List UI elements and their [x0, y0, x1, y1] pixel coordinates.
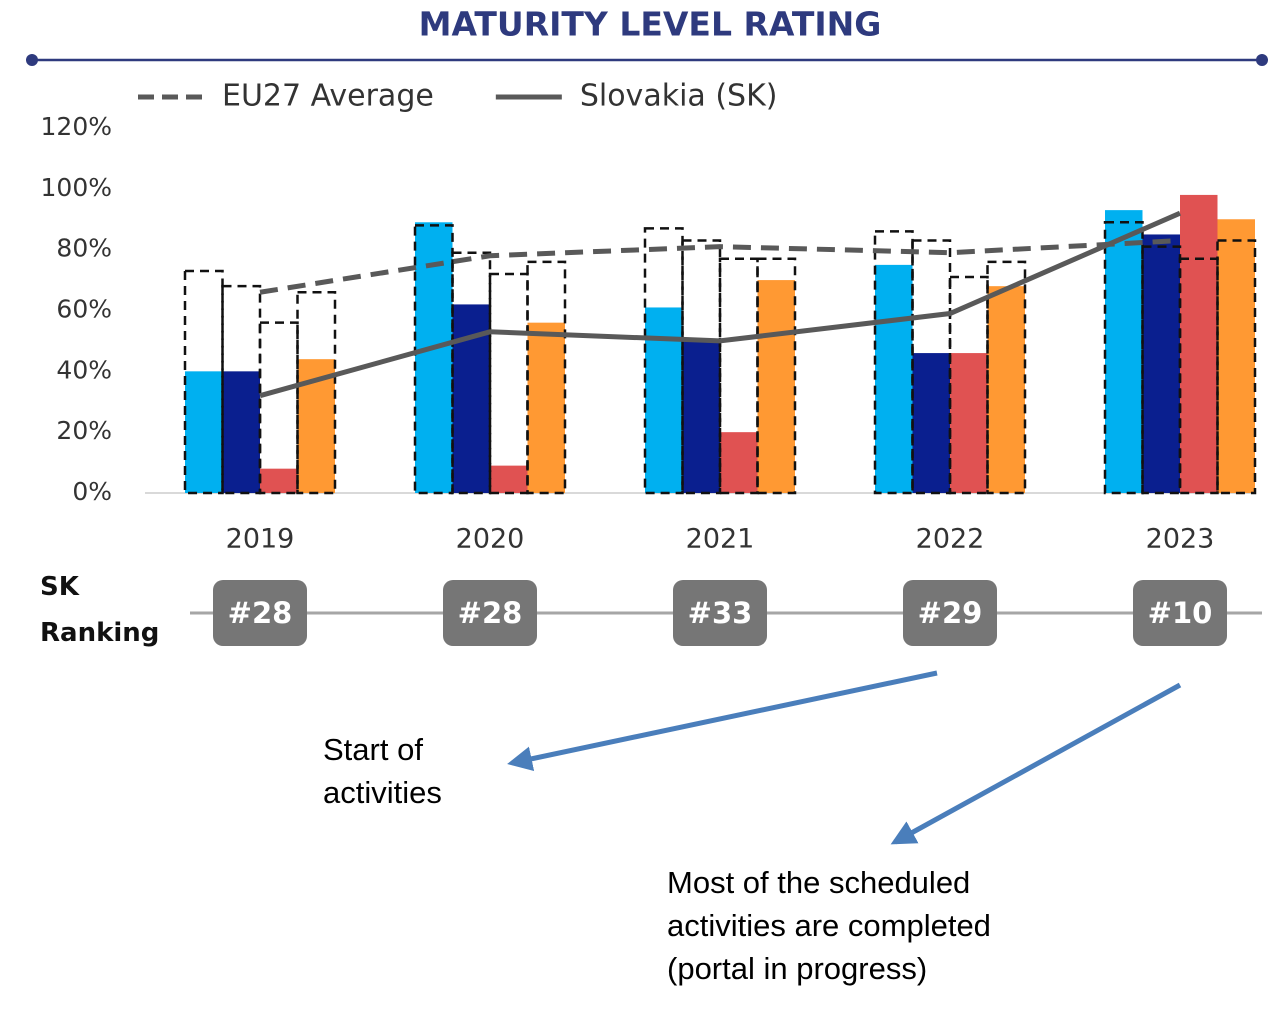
y-tick-label: 40% [56, 355, 112, 384]
y-tick-label: 0% [72, 477, 112, 506]
bar [950, 353, 988, 493]
bar [1217, 219, 1255, 493]
arrow [507, 670, 938, 772]
bar [875, 264, 913, 493]
x-tick-label: 2020 [456, 524, 525, 555]
outline-bar [911, 239, 952, 495]
bar [415, 222, 453, 493]
bar [720, 432, 758, 493]
ranking-value: #28 [458, 596, 523, 630]
ranking-box [1133, 580, 1227, 646]
bar [912, 353, 950, 493]
ranking-value: #29 [918, 596, 983, 630]
outline-bar [948, 275, 989, 495]
outline-bar [756, 257, 797, 495]
ranking-value: #33 [688, 596, 753, 630]
outline-bar [1216, 239, 1257, 495]
bar [987, 286, 1025, 493]
outline-bar [986, 260, 1027, 495]
ranking-label: SK Ranking [40, 572, 160, 648]
y-tick-label: 20% [56, 416, 112, 445]
arrow [890, 682, 1182, 845]
bar [1180, 194, 1218, 493]
outline-bar [413, 224, 454, 495]
rule-dot [26, 54, 38, 66]
outline-bar [488, 272, 529, 495]
x-tick-label: 2022 [916, 524, 985, 555]
bar [645, 307, 683, 493]
rule-dot [1256, 54, 1268, 66]
x-tick-label: 2019 [226, 524, 295, 555]
bar [682, 340, 720, 493]
bar [490, 465, 528, 493]
bar [1142, 234, 1180, 494]
annotation: Start of activities [323, 732, 442, 810]
annotation: Most of the scheduled activities are com… [667, 865, 991, 986]
y-tick-label: 120% [41, 112, 112, 141]
outline-bar [451, 251, 492, 495]
outline-bar [183, 269, 224, 495]
ranking-box [443, 580, 537, 646]
outline-bar [643, 227, 684, 495]
ranking-value: #10 [1148, 596, 1213, 630]
y-tick-label: 100% [41, 173, 112, 202]
outline-bar [526, 260, 567, 495]
ranking-box [673, 580, 767, 646]
outline-bar [681, 239, 722, 495]
legend-label: EU27 Average [222, 79, 434, 114]
line [259, 238, 1181, 295]
x-tick-label: 2021 [686, 524, 755, 555]
y-tick-label: 60% [56, 295, 112, 324]
bar [260, 468, 298, 493]
bar [757, 280, 795, 493]
bar [527, 322, 565, 493]
outline-bar [1178, 257, 1219, 495]
outline-bar [1141, 245, 1182, 495]
bar [222, 371, 260, 493]
x-tick-label: 2023 [1146, 524, 1215, 555]
ranking-box [213, 580, 307, 646]
legend-label: Slovakia (SK) [580, 79, 778, 114]
bar [185, 371, 223, 493]
chart-title: MATURITY LEVEL RATING [419, 5, 882, 44]
outline-bar [258, 321, 299, 495]
ranking-box [903, 580, 997, 646]
bar [1105, 210, 1143, 493]
outline-bar [296, 291, 337, 495]
y-tick-label: 80% [56, 234, 112, 263]
ranking-value: #28 [228, 596, 293, 630]
line [259, 210, 1181, 399]
